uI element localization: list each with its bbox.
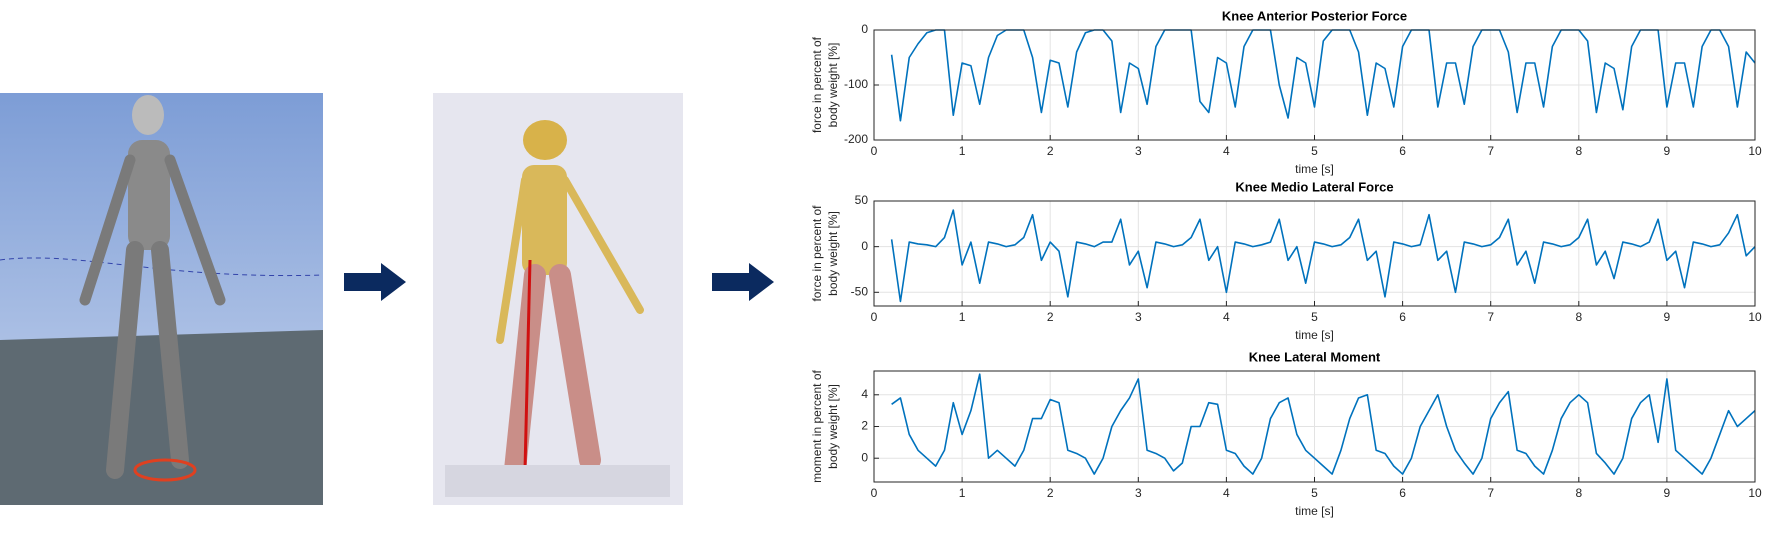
arrow (344, 263, 406, 301)
x-tick-label: 7 (1487, 486, 1494, 500)
x-tick-label: 3 (1135, 486, 1142, 500)
x-tick-label: 4 (1223, 310, 1230, 324)
x-tick-label: 5 (1311, 144, 1318, 158)
y-tick-label: -50 (851, 284, 869, 298)
y-tick-label: 50 (855, 193, 869, 207)
x-tick-label: 6 (1399, 144, 1406, 158)
x-tick-label: 10 (1748, 310, 1762, 324)
arrow (712, 263, 774, 301)
x-tick-label: 7 (1487, 310, 1494, 324)
x-tick-label: 8 (1575, 310, 1582, 324)
y-tick-label: -200 (844, 132, 868, 146)
x-tick-label: 2 (1047, 310, 1054, 324)
axes-box (873, 29, 1756, 141)
axes-box (873, 200, 1756, 307)
y-axis-label: body weight [%] (826, 43, 840, 128)
x-tick-label: 9 (1664, 310, 1671, 324)
data-line (890, 29, 1756, 122)
x-tick-label: 5 (1311, 486, 1318, 500)
x-axis-label: time [s] (1295, 328, 1334, 342)
simulation-render (0, 93, 324, 505)
x-axis-label: time [s] (1295, 504, 1334, 518)
y-tick-label: -100 (844, 77, 868, 91)
x-tick-label: 6 (1399, 486, 1406, 500)
y-axis-label: body weight [%] (826, 384, 840, 469)
x-tick-label: 1 (959, 486, 966, 500)
chart-title: Knee Medio Lateral Force (1235, 179, 1393, 194)
x-tick-label: 10 (1748, 486, 1762, 500)
y-axis-label: force in percent of (810, 36, 824, 133)
x-tick-label: 6 (1399, 310, 1406, 324)
musculoskeletal-render (433, 93, 683, 505)
x-tick-label: 9 (1664, 144, 1671, 158)
x-tick-label: 3 (1135, 144, 1142, 158)
y-axis-label: moment in percent of (810, 369, 824, 482)
x-tick-label: 8 (1575, 144, 1582, 158)
x-tick-label: 3 (1135, 310, 1142, 324)
x-tick-label: 5 (1311, 310, 1318, 324)
y-tick-label: 2 (861, 419, 868, 433)
chart-title: Knee Anterior Posterior Force (1222, 8, 1407, 23)
x-tick-label: 1 (959, 310, 966, 324)
y-tick-label: 0 (861, 450, 868, 464)
x-tick-label: 1 (959, 144, 966, 158)
data-line (890, 209, 1756, 303)
x-tick-label: 0 (871, 486, 878, 500)
y-axis-label: force in percent of (810, 205, 824, 302)
y-axis-label: body weight [%] (826, 211, 840, 296)
y-tick-label: 4 (861, 387, 868, 401)
x-tick-label: 10 (1748, 144, 1762, 158)
axes-box (873, 370, 1756, 483)
x-tick-label: 4 (1223, 486, 1230, 500)
x-tick-label: 9 (1664, 486, 1671, 500)
y-tick-label: 0 (861, 239, 868, 253)
x-tick-label: 7 (1487, 144, 1494, 158)
x-tick-label: 2 (1047, 486, 1054, 500)
x-tick-label: 2 (1047, 144, 1054, 158)
y-tick-label: 0 (861, 22, 868, 36)
x-tick-label: 8 (1575, 486, 1582, 500)
x-tick-label: 0 (871, 310, 878, 324)
chart-title: Knee Lateral Moment (1249, 349, 1381, 364)
x-tick-label: 4 (1223, 144, 1230, 158)
x-tick-label: 0 (871, 144, 878, 158)
x-axis-label: time [s] (1295, 162, 1334, 176)
data-line (891, 373, 1756, 475)
